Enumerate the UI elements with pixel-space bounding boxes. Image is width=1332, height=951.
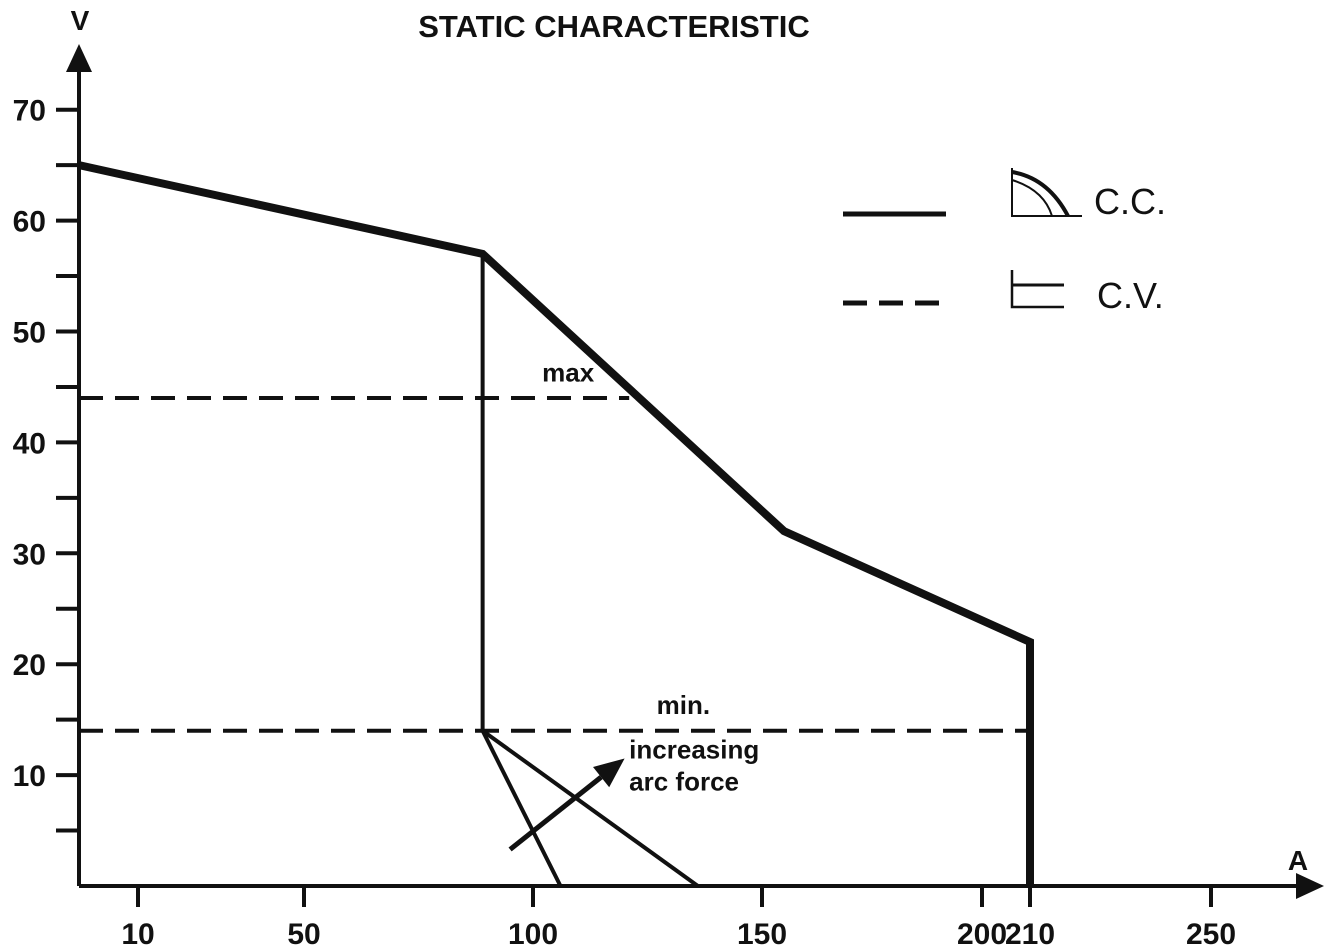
x-tick-label: 150 [737, 918, 787, 951]
x-tick-label: 200 [957, 918, 1007, 951]
x-tick-label: 10 [121, 918, 154, 951]
y-axis-arrowhead [66, 44, 92, 72]
annotation-text: max [542, 357, 595, 387]
flat-curve-icon [1010, 270, 1064, 309]
y-tick-label: 50 [13, 317, 46, 350]
axes [66, 44, 1324, 899]
y-tick-label: 60 [13, 206, 46, 239]
x-axis-arrowhead [1296, 873, 1324, 899]
y-tick-label: 30 [13, 538, 46, 571]
chart-title: STATIC CHARACTERISTIC [418, 9, 810, 44]
series-line-3 [481, 729, 700, 888]
x-tick-label: 50 [287, 918, 320, 951]
x-tick-label: 210 [1005, 918, 1055, 951]
y-tick-label: 70 [13, 95, 46, 128]
y-tick-label: 40 [13, 427, 46, 460]
annotation-text: arc force [629, 767, 739, 797]
series-line-0 [78, 161, 1034, 886]
legend-label-cv: C.V. [1097, 275, 1164, 316]
x-axis-label: A [1288, 845, 1308, 876]
x-tick-label: 100 [508, 918, 558, 951]
y-tick-label: 10 [13, 760, 46, 793]
series-layer [78, 161, 1034, 888]
x-tick-label: 250 [1186, 918, 1236, 951]
legend-label-cc: C.C. [1094, 181, 1166, 222]
y-tick-label: 20 [13, 649, 46, 682]
annotation-text: increasing [629, 734, 759, 764]
drooping-curve-icon [1011, 168, 1082, 217]
arc-force-arrowhead [593, 758, 625, 788]
annotation-text: min. [657, 690, 710, 720]
series-line-2 [480, 729, 563, 887]
arc-force-arrow-shaft [508, 775, 603, 852]
legend: C.C. C.V. [843, 168, 1166, 316]
y-axis-label: V [71, 5, 90, 36]
